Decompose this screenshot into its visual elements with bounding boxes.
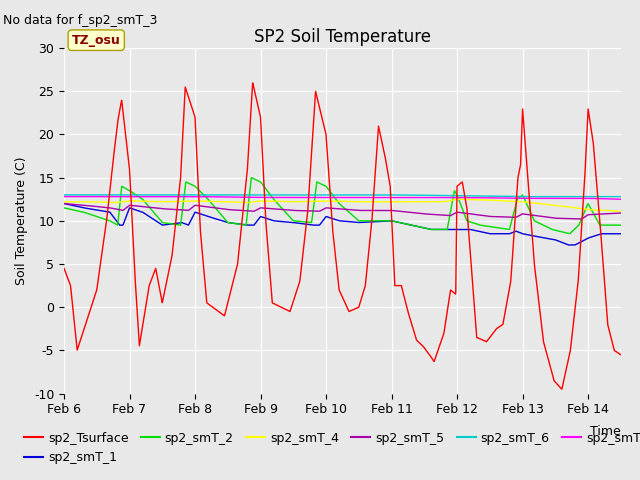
Text: TZ_osu: TZ_osu: [72, 34, 120, 47]
Y-axis label: Soil Temperature (C): Soil Temperature (C): [15, 156, 28, 285]
Title: SP2 Soil Temperature: SP2 Soil Temperature: [254, 28, 431, 47]
Legend: sp2_Tsurface, sp2_smT_1, sp2_smT_2, sp2_smT_4, sp2_smT_5, sp2_smT_6, sp2_smT_7: sp2_Tsurface, sp2_smT_1, sp2_smT_2, sp2_…: [19, 427, 640, 469]
Text: No data for f_sp2_smT_3: No data for f_sp2_smT_3: [3, 14, 157, 27]
Text: Time: Time: [590, 425, 621, 438]
